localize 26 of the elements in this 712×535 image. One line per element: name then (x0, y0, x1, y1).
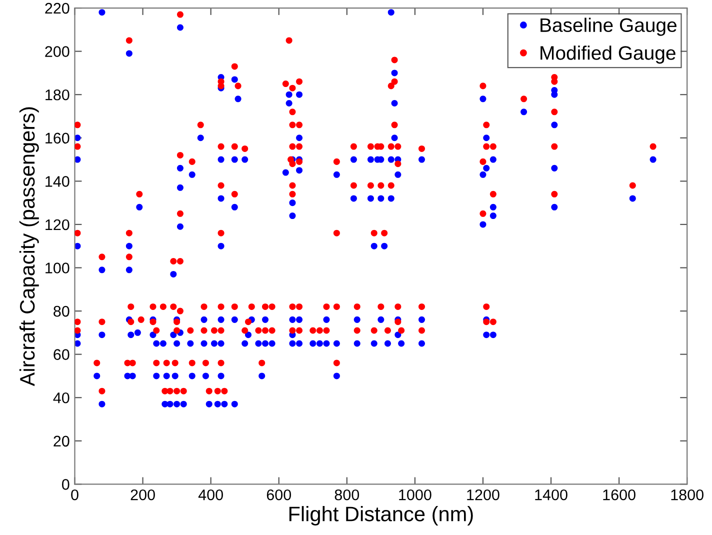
y-tick-label: 160 (46, 132, 70, 144)
y-tick-label: 60 (54, 349, 70, 360)
x-tick-label: 800 (334, 489, 360, 500)
x-tick-label: 0 (71, 489, 78, 500)
y-axis-title: Aircraft Capacity (passengers) (19, 107, 39, 386)
y-tick-label: 180 (46, 89, 70, 100)
y-tick-label: 120 (46, 219, 70, 230)
x-tick-label: 200 (130, 489, 155, 500)
x-tick-label: 1600 (603, 489, 636, 500)
legend-label: Modified Gauge (540, 46, 676, 64)
y-tick-label: 100 (46, 262, 70, 274)
x-tick-label: 600 (266, 489, 292, 500)
y-tick-label: 140 (46, 176, 70, 187)
x-tick-label: 400 (198, 489, 223, 500)
x-axis-title: Flight Distance (nm) (289, 506, 473, 526)
y-tick-label: 220 (45, 2, 70, 14)
x-tick-label: 1400 (535, 489, 568, 500)
x-tick-label: 1800 (671, 489, 704, 500)
y-tick-label: 20 (54, 436, 70, 447)
x-tick-label: 1200 (467, 489, 500, 500)
legend-label: Baseline Gauge (540, 18, 676, 36)
y-tick-label: 80 (54, 306, 70, 317)
y-tick-label: 0 (62, 479, 70, 490)
y-tick-label: 40 (53, 392, 70, 404)
x-tick-label: 1000 (399, 489, 432, 500)
y-tick-label: 200 (45, 46, 70, 57)
